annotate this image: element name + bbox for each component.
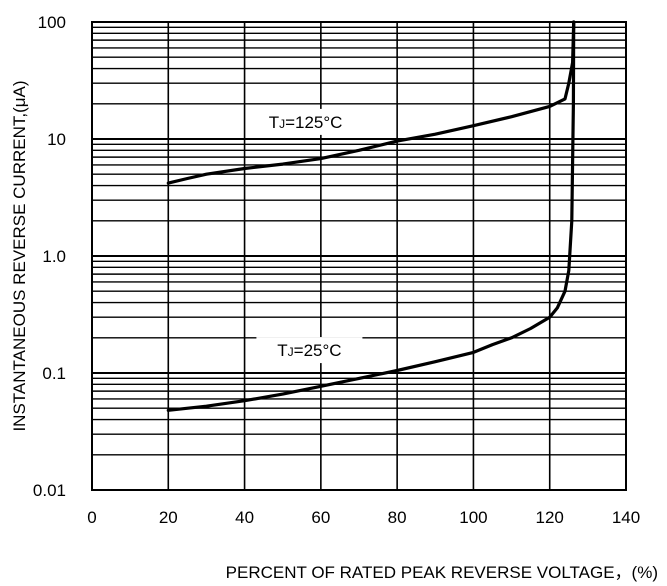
series-line-tj-125c bbox=[166, 20, 576, 185]
series-line-tj-25c bbox=[166, 20, 576, 412]
y-tick-label: 0.01 bbox=[33, 481, 66, 500]
y-tick-label: 0.1 bbox=[42, 364, 66, 383]
x-tick-label: 0 bbox=[87, 508, 96, 527]
x-tick-labels: 0 20 40 60 80 100 120 140 bbox=[87, 508, 640, 527]
x-tick-label: 80 bbox=[388, 508, 407, 527]
x-axis-title: PERCENT OF RATED PEAK REVERSE VOLTAGE，(%… bbox=[226, 563, 658, 582]
x-tick-label: 20 bbox=[159, 508, 178, 527]
y-tick-label: 100 bbox=[38, 13, 66, 32]
x-tick-label: 120 bbox=[536, 508, 564, 527]
x-tick-label: 60 bbox=[311, 508, 330, 527]
x-tick-label: 140 bbox=[612, 508, 640, 527]
grid bbox=[92, 22, 626, 490]
x-tick-label: 100 bbox=[459, 508, 487, 527]
y-tick-label: 1.0 bbox=[42, 247, 66, 266]
curve-label-background bbox=[246, 108, 365, 135]
y-axis-title: INSTANTANEOUS REVERSE CURRENT,(μA) bbox=[10, 80, 29, 431]
plot-frame bbox=[91, 21, 627, 491]
curve-label-tj-25c: TJ=25°C bbox=[277, 341, 341, 360]
y-tick-label: 10 bbox=[47, 130, 66, 149]
x-tick-label: 40 bbox=[235, 508, 254, 527]
curve-label-background bbox=[256, 337, 363, 364]
series-lines bbox=[166, 20, 576, 412]
curve-label-tj-125c: TJ=125°C bbox=[269, 113, 343, 132]
curve-labels: TJ=125°C TJ=25°C bbox=[246, 108, 365, 364]
y-tick-labels: 0.01 0.1 1.0 10 100 bbox=[33, 13, 66, 500]
